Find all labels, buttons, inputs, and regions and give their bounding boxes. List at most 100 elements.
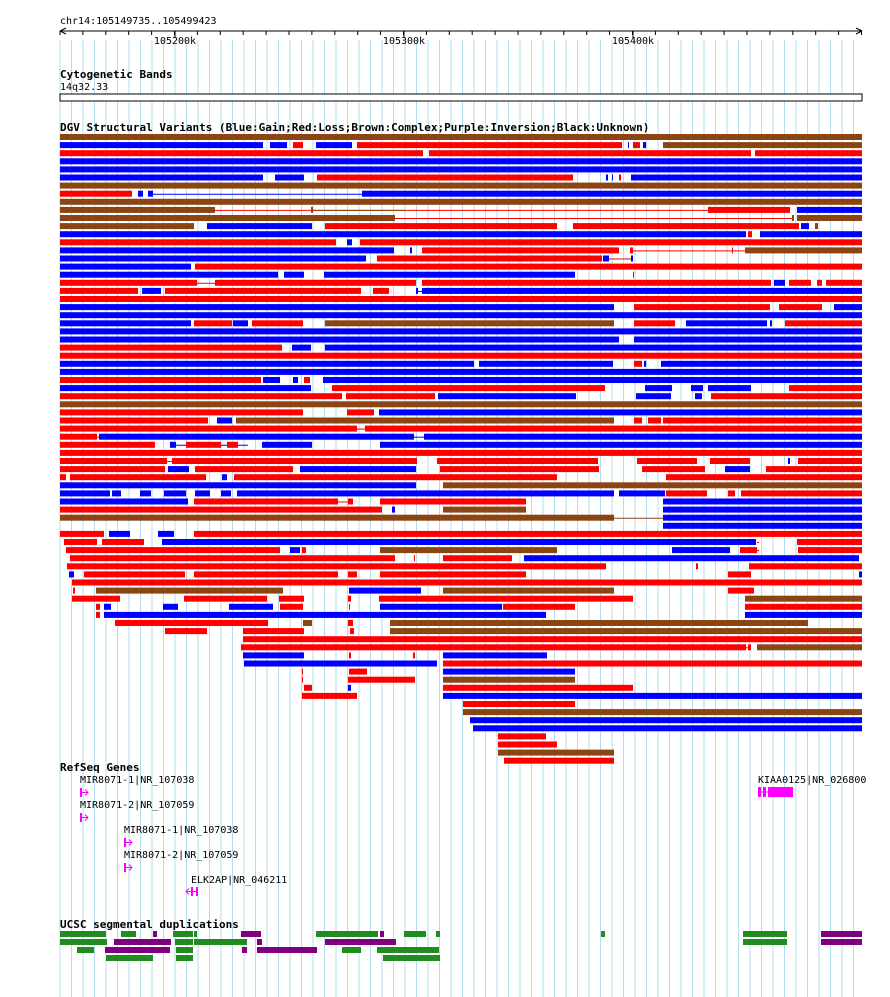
structural-variant[interactable] (634, 417, 642, 424)
structural-variant[interactable] (443, 676, 575, 683)
structural-variant[interactable] (280, 603, 303, 610)
structural-variant[interactable] (711, 393, 862, 400)
structural-variant[interactable] (72, 595, 120, 602)
structural-variant[interactable] (168, 466, 189, 473)
structural-variant[interactable] (789, 279, 811, 286)
segmental-duplication[interactable] (242, 947, 247, 953)
structural-variant[interactable] (96, 587, 283, 594)
segmental-duplication[interactable] (194, 939, 247, 945)
structural-variant[interactable] (443, 668, 575, 675)
structural-variant[interactable] (292, 344, 311, 351)
structural-variant[interactable] (60, 474, 66, 481)
structural-variant[interactable] (524, 555, 859, 562)
segmental-duplication[interactable] (173, 931, 193, 937)
segmental-duplication[interactable] (121, 931, 136, 937)
structural-variant[interactable] (158, 530, 174, 537)
structural-variant[interactable] (834, 304, 862, 311)
structural-variant[interactable] (66, 547, 280, 554)
structural-variant[interactable] (826, 279, 862, 286)
structural-variant[interactable] (60, 482, 416, 489)
structural-variant[interactable] (194, 571, 338, 578)
structural-variant[interactable] (797, 206, 862, 213)
structural-variant[interactable] (69, 571, 74, 578)
structural-variant[interactable] (380, 498, 526, 505)
structural-variant[interactable] (347, 409, 374, 416)
structural-variant[interactable] (438, 393, 576, 400)
structural-variant[interactable] (60, 328, 862, 335)
structural-variant[interactable] (60, 279, 197, 286)
structural-variant[interactable] (112, 490, 121, 497)
structural-variant[interactable] (443, 660, 862, 667)
structural-variant[interactable] (504, 757, 614, 764)
structural-variant[interactable] (801, 223, 809, 230)
structural-variant[interactable] (164, 490, 186, 497)
structural-variant[interactable] (165, 287, 361, 294)
structural-variant[interactable] (380, 571, 526, 578)
structural-variant[interactable] (479, 360, 613, 367)
segmental-duplication[interactable] (342, 947, 361, 953)
structural-variant[interactable] (284, 271, 304, 278)
structural-variant[interactable] (325, 344, 862, 351)
structural-variant[interactable] (60, 158, 862, 165)
structural-variant[interactable] (606, 174, 608, 181)
structural-variant[interactable] (728, 490, 735, 497)
structural-variant[interactable] (332, 385, 605, 392)
structural-variant[interactable] (60, 441, 155, 448)
structural-variant[interactable] (60, 215, 395, 221)
segmental-duplication[interactable] (176, 955, 193, 961)
structural-variant[interactable] (348, 571, 357, 578)
structural-variant[interactable] (303, 620, 312, 626)
structural-variant[interactable] (275, 174, 304, 181)
structural-variant[interactable] (60, 360, 474, 367)
structural-variant[interactable] (60, 255, 366, 262)
structural-variant[interactable] (498, 749, 614, 756)
structural-variant[interactable] (84, 571, 185, 578)
segmental-duplication[interactable] (257, 939, 262, 945)
structural-variant[interactable] (262, 441, 312, 448)
structural-variant[interactable] (60, 401, 862, 408)
structural-variant[interactable] (732, 247, 733, 254)
structural-variant[interactable] (728, 587, 754, 594)
structural-variant[interactable] (710, 458, 750, 464)
structural-variant[interactable] (708, 385, 751, 392)
structural-variant[interactable] (740, 547, 757, 554)
structural-variant[interactable] (195, 466, 293, 473)
segmental-duplication[interactable] (105, 947, 170, 953)
structural-variant[interactable] (60, 385, 311, 392)
structural-variant[interactable] (443, 482, 862, 489)
structural-variant[interactable] (663, 417, 862, 424)
structural-variant[interactable] (686, 320, 767, 327)
structural-variant[interactable] (60, 506, 382, 513)
structural-variant[interactable] (60, 530, 104, 537)
structural-variant[interactable] (696, 563, 698, 570)
structural-variant[interactable] (498, 733, 546, 740)
structural-variant[interactable] (60, 425, 357, 432)
structural-variant[interactable] (60, 466, 165, 473)
structural-variant[interactable] (748, 231, 752, 238)
structural-variant[interactable] (644, 360, 646, 367)
structural-variant[interactable] (60, 344, 282, 351)
structural-variant[interactable] (349, 587, 421, 594)
structural-variant[interactable] (413, 652, 415, 659)
structural-variant[interactable] (60, 239, 336, 246)
segmental-duplication[interactable] (821, 939, 862, 945)
segmental-duplication[interactable] (257, 947, 317, 953)
structural-variant[interactable] (390, 628, 862, 635)
structural-variant[interactable] (290, 547, 300, 554)
segmental-duplication[interactable] (404, 931, 426, 937)
structural-variant[interactable] (229, 603, 273, 610)
structural-variant[interactable] (661, 360, 862, 367)
segmental-duplication[interactable] (743, 939, 787, 945)
structural-variant[interactable] (73, 587, 75, 594)
structural-variant[interactable] (195, 490, 210, 497)
structural-variant[interactable] (316, 142, 352, 149)
structural-variant[interactable] (377, 255, 602, 262)
structural-variant[interactable] (60, 263, 191, 270)
structural-variant[interactable] (631, 255, 633, 262)
structural-variant[interactable] (60, 320, 191, 327)
structural-variant[interactable] (60, 352, 862, 359)
structural-variant[interactable] (60, 142, 263, 149)
structural-variant[interactable] (252, 320, 303, 327)
structural-variant[interactable] (217, 417, 232, 424)
structural-variant[interactable] (194, 530, 862, 537)
